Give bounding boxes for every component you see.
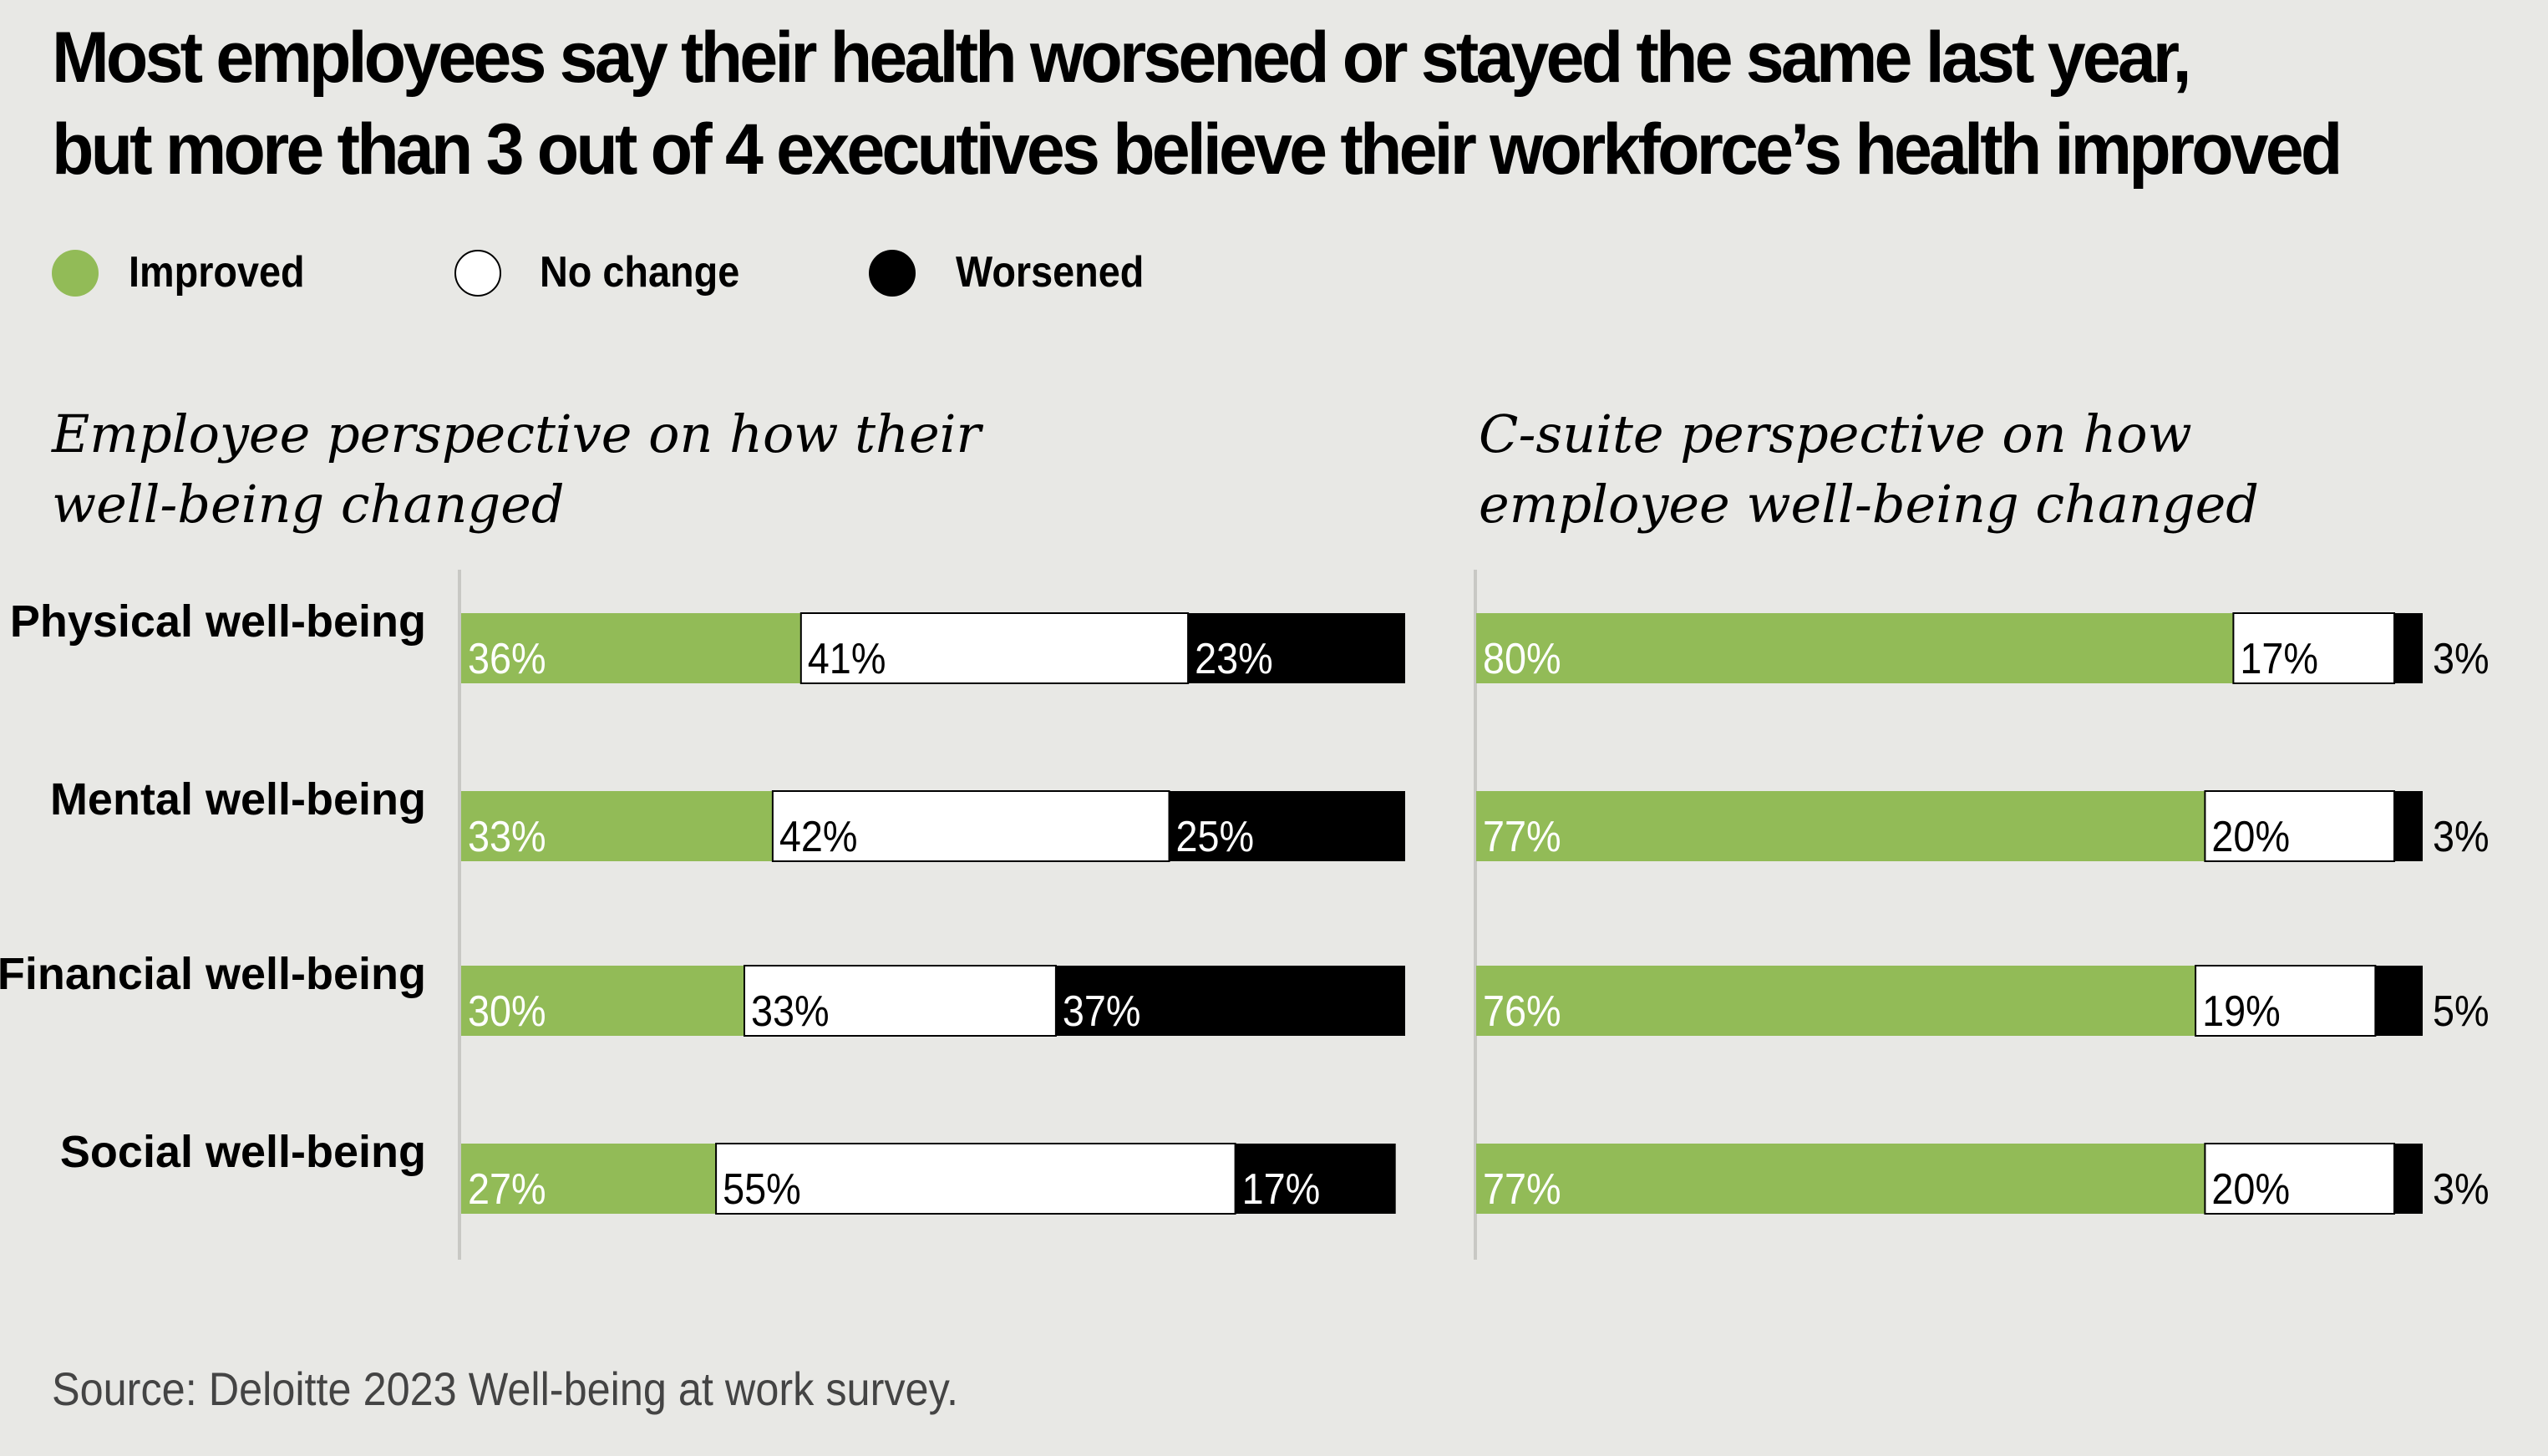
chart-title: Most employees say their health worsened… <box>52 12 2426 195</box>
csuite-bar-financial-well-being-improved <box>1476 966 2196 1036</box>
csuite-bar-social-well-being-worsened <box>2394 1144 2423 1214</box>
category-label-financial-well-being: Financial well-being <box>0 949 426 999</box>
employee-data-label-physical-well-being-no-change: 41% <box>808 635 886 683</box>
employee-data-label-social-well-being-worsened: 17% <box>1242 1165 1321 1214</box>
csuite-data-label-social-well-being-worsened: 3% <box>2433 1165 2490 1214</box>
csuite-data-label-social-well-being-improved: 77% <box>1483 1165 1561 1214</box>
employee-data-label-physical-well-being-improved: 36% <box>468 635 546 683</box>
csuite-bar-mental-well-being-worsened <box>2394 791 2423 861</box>
category-label-social-well-being: Social well-being <box>60 1127 426 1177</box>
employee-bar-mental-well-being-worsened <box>1169 791 1405 861</box>
csuite-panel-title: C-suite perspective on how employee well… <box>1479 399 2259 540</box>
csuite-panel-title-line-1: C-suite perspective on how <box>1479 403 2192 464</box>
csuite-bar-mental-well-being-improved <box>1476 791 2205 861</box>
employee-data-label-physical-well-being-worsened: 23% <box>1195 635 1273 683</box>
employee-panel-title-line-2: well-being changed <box>52 474 565 535</box>
csuite-data-label-physical-well-being-worsened: 3% <box>2433 635 2490 683</box>
csuite-data-label-mental-well-being-worsened: 3% <box>2433 813 2490 861</box>
csuite-data-label-financial-well-being-improved: 76% <box>1483 987 1561 1036</box>
csuite-data-label-mental-well-being-improved: 77% <box>1483 813 1561 861</box>
employee-bar-mental-well-being-improved <box>461 791 773 861</box>
legend-label-improved: Improved <box>129 248 305 297</box>
csuite-data-label-mental-well-being-no-change: 20% <box>2211 813 2290 861</box>
legend-label-no-change: No change <box>540 248 740 297</box>
legend-label-worsened: Worsened <box>956 248 1145 297</box>
employee-bar-financial-well-being-worsened <box>1055 966 1405 1036</box>
chart-title-line-1: Most employees say their health worsened… <box>52 18 2192 98</box>
legend-swatch-improved <box>52 250 99 297</box>
legend-swatch-no-change <box>454 250 501 297</box>
csuite-data-label-financial-well-being-no-change: 19% <box>2202 987 2281 1036</box>
employee-data-label-financial-well-being-no-change: 33% <box>751 987 830 1036</box>
employee-data-label-mental-well-being-worsened: 25% <box>1176 813 1255 861</box>
csuite-bar-financial-well-being-no-change <box>2195 965 2377 1037</box>
category-label-mental-well-being: Mental well-being <box>50 774 426 824</box>
employee-bar-social-well-being-no-change <box>715 1143 1236 1215</box>
csuite-bar-physical-well-being-worsened <box>2394 613 2423 683</box>
legend-swatch-worsened <box>869 250 916 297</box>
category-label-physical-well-being: Physical well-being <box>10 596 426 647</box>
employee-data-label-financial-well-being-worsened: 37% <box>1063 987 1141 1036</box>
chart-title-line-2: but more than 3 out of 4 executives beli… <box>52 109 2342 190</box>
employee-panel-title: Employee perspective on how their well-b… <box>52 399 981 540</box>
csuite-bar-social-well-being-no-change <box>2204 1143 2396 1215</box>
employee-bar-social-well-being-improved <box>461 1144 717 1214</box>
employee-panel-title-line-1: Employee perspective on how their <box>52 403 982 464</box>
employee-data-label-mental-well-being-improved: 33% <box>468 813 546 861</box>
csuite-data-label-social-well-being-no-change: 20% <box>2211 1165 2290 1214</box>
employee-bar-physical-well-being-improved <box>461 613 801 683</box>
csuite-bar-financial-well-being-worsened <box>2375 966 2423 1036</box>
employee-bar-financial-well-being-no-change <box>744 965 1057 1037</box>
employee-bar-physical-well-being-worsened <box>1188 613 1405 683</box>
employee-data-label-mental-well-being-no-change: 42% <box>779 813 858 861</box>
employee-bar-mental-well-being-no-change <box>771 790 1170 862</box>
csuite-data-label-financial-well-being-worsened: 5% <box>2433 987 2490 1036</box>
employee-bar-financial-well-being-improved <box>461 966 744 1036</box>
source-note: Source: Deloitte 2023 Well-being at work… <box>52 1362 959 1415</box>
csuite-panel-title-line-2: employee well-being changed <box>1479 474 2259 535</box>
csuite-data-label-physical-well-being-no-change: 17% <box>2240 635 2318 683</box>
employee-data-label-social-well-being-improved: 27% <box>468 1165 546 1214</box>
csuite-data-label-physical-well-being-improved: 80% <box>1483 635 1561 683</box>
employee-data-label-social-well-being-no-change: 55% <box>723 1165 801 1214</box>
employee-data-label-financial-well-being-improved: 30% <box>468 987 546 1036</box>
csuite-bar-social-well-being-improved <box>1476 1144 2205 1214</box>
csuite-bar-physical-well-being-improved <box>1476 613 2234 683</box>
employee-bar-social-well-being-worsened <box>1235 1144 1396 1214</box>
csuite-bar-mental-well-being-no-change <box>2204 790 2396 862</box>
